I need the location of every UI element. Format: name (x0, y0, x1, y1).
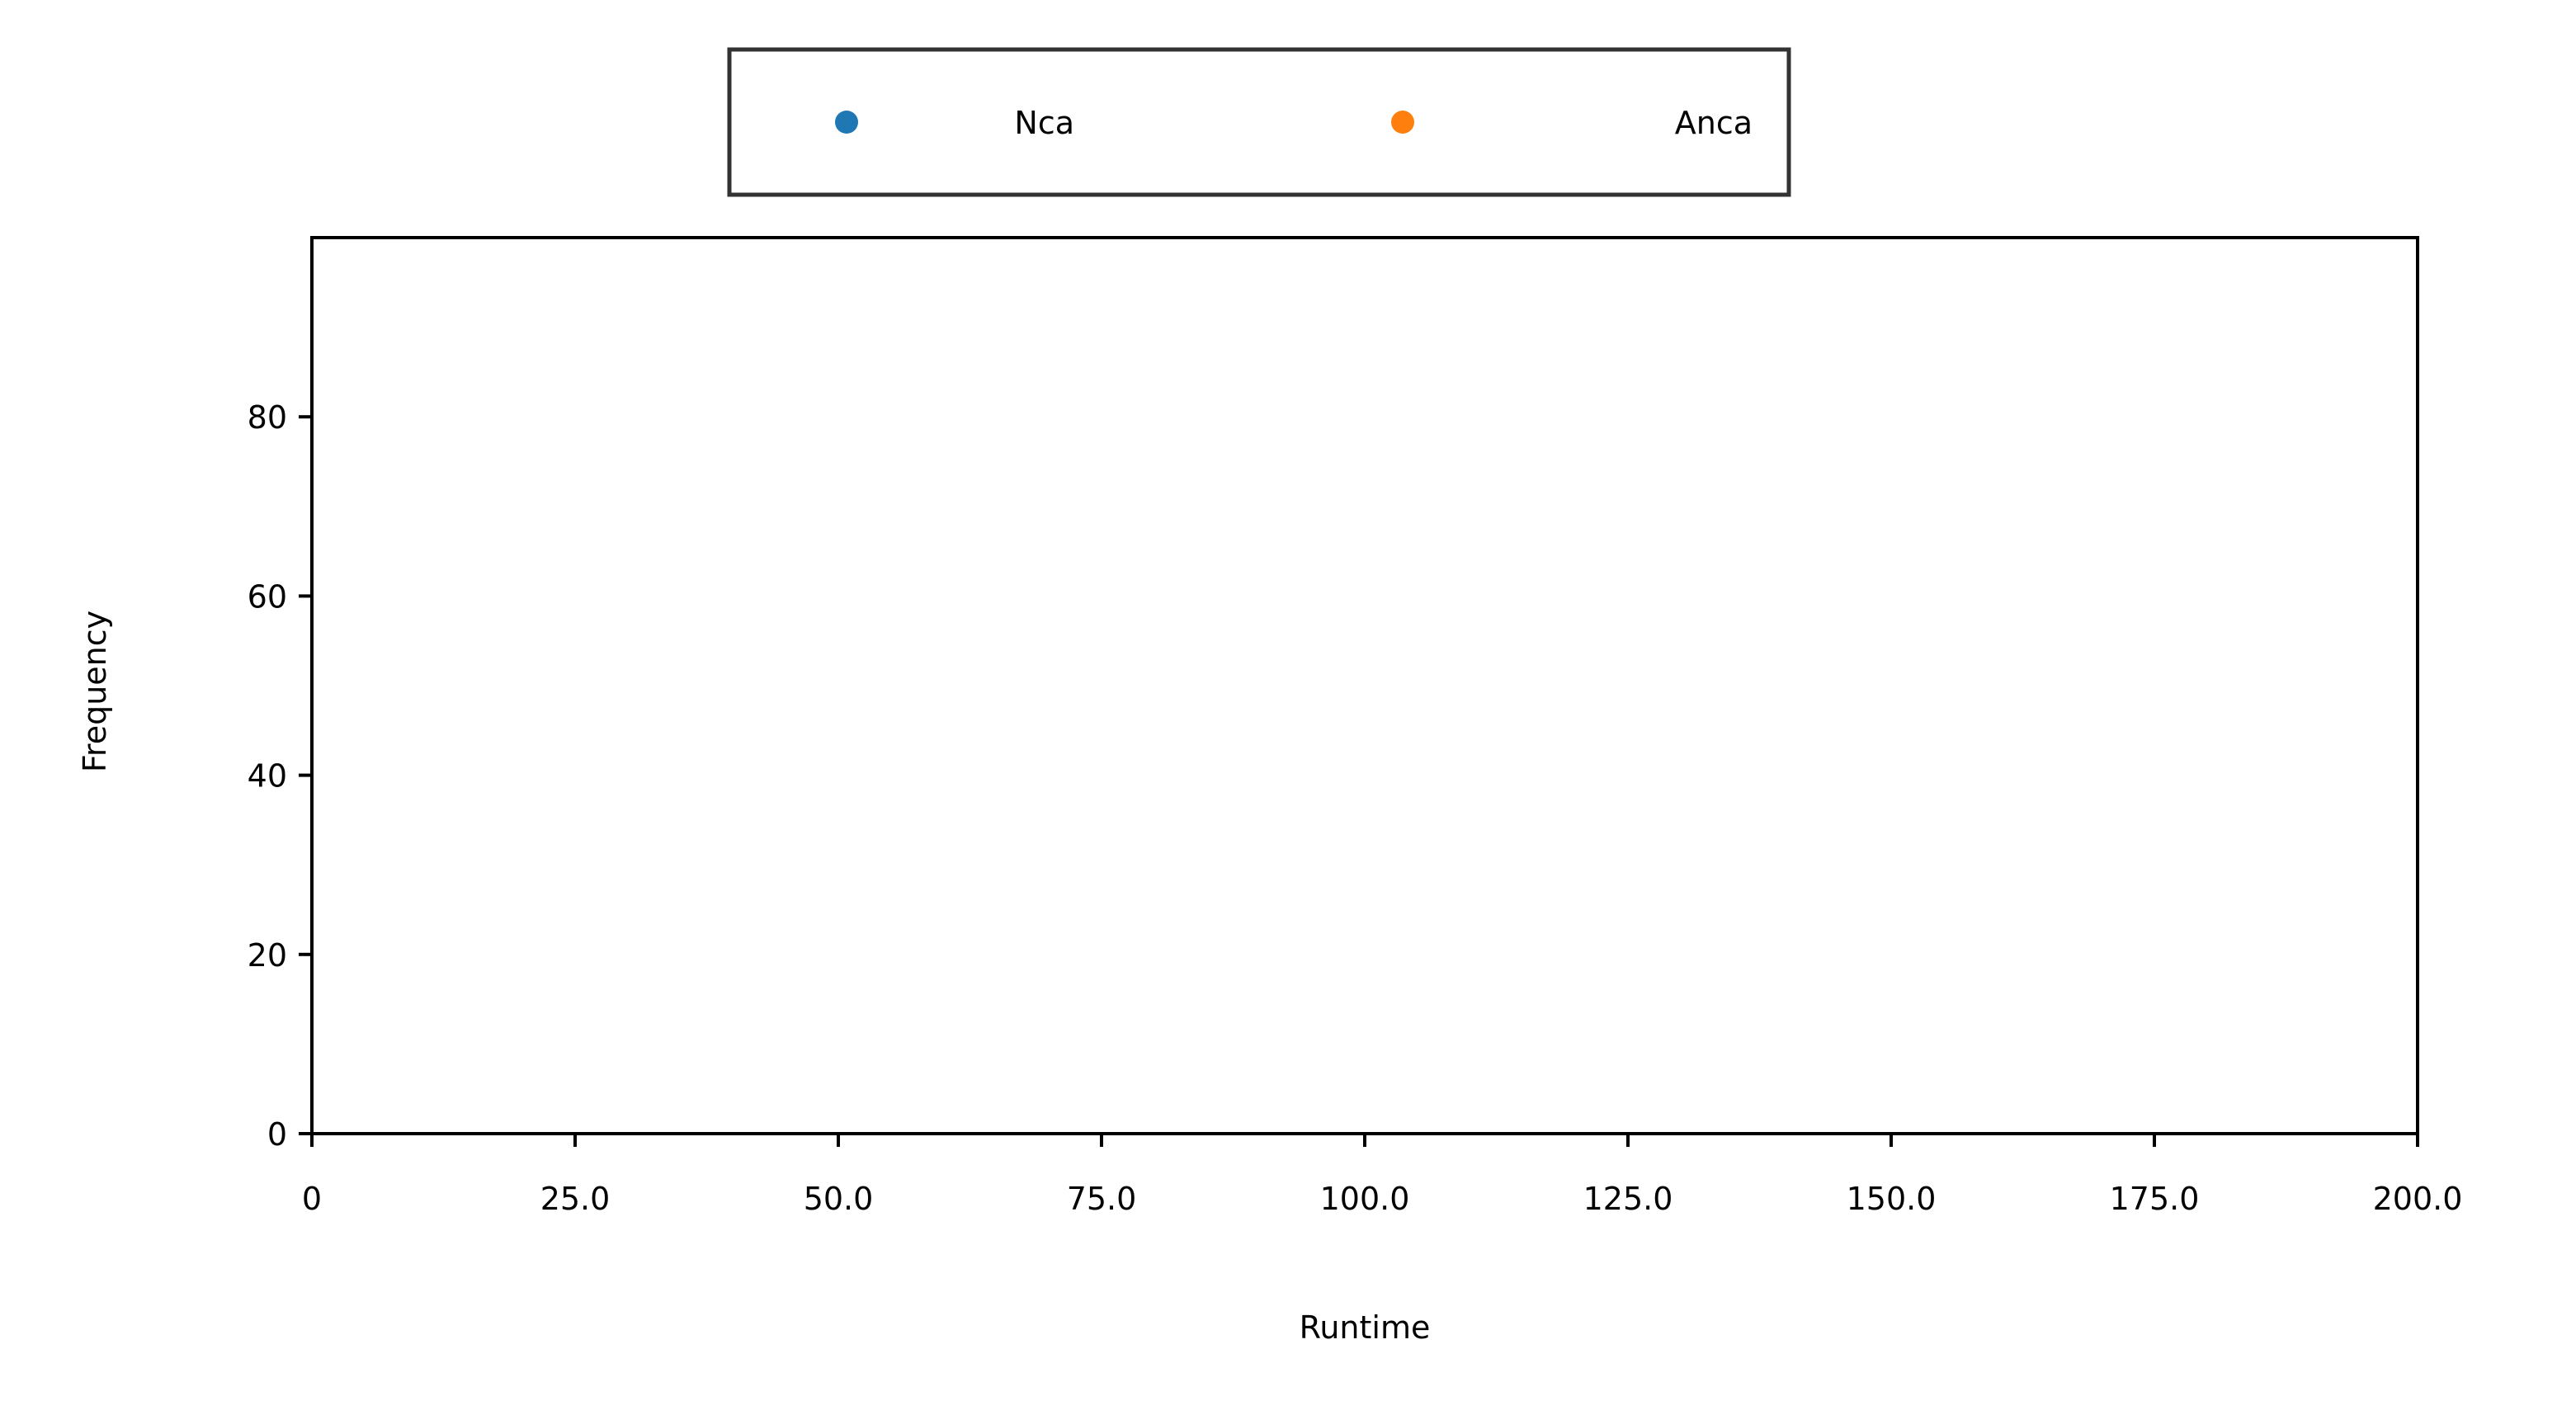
plot-frame (310, 236, 2419, 1135)
x-tick-label: 25.0 (540, 1181, 611, 1217)
x-axis-label: Runtime (1300, 1309, 1431, 1346)
x-tick-label: 175.0 (2110, 1181, 2200, 1217)
legend-label-anca: Anca (1675, 105, 1753, 141)
x-tick-label: 50.0 (804, 1181, 874, 1217)
y-tick-label: 60 (248, 578, 287, 615)
plot-area (310, 236, 2419, 1135)
y-tick-label: 80 (248, 399, 287, 436)
legend-entries: Nca Anca (835, 105, 1753, 141)
legend-marker-nca (835, 111, 858, 134)
legend-label-nca: Nca (1014, 105, 1074, 141)
legend-frame (727, 47, 1791, 197)
legend-marker-anca (1391, 111, 1414, 134)
y-axis: 0 20 40 60 80 (248, 399, 312, 1153)
x-axis: 0 25.0 50.0 75.0 100.0 125.0 150.0 175.0 200.0 (302, 1134, 2462, 1217)
x-tick-label: 125.0 (1583, 1181, 1673, 1217)
legend: Nca Anca (727, 47, 1791, 197)
y-axis-label: Frequency (77, 611, 113, 772)
x-tick-label: 75.0 (1067, 1181, 1137, 1217)
y-tick-label: 20 (248, 937, 287, 974)
y-tick-label: 40 (248, 758, 287, 795)
x-tick-label: 200.0 (2373, 1181, 2463, 1217)
x-tick-label: 100.0 (1320, 1181, 1410, 1217)
y-tick-label: 0 (267, 1116, 287, 1153)
x-tick-label: 0 (302, 1181, 322, 1217)
x-tick-label: 150.0 (1847, 1181, 1937, 1217)
